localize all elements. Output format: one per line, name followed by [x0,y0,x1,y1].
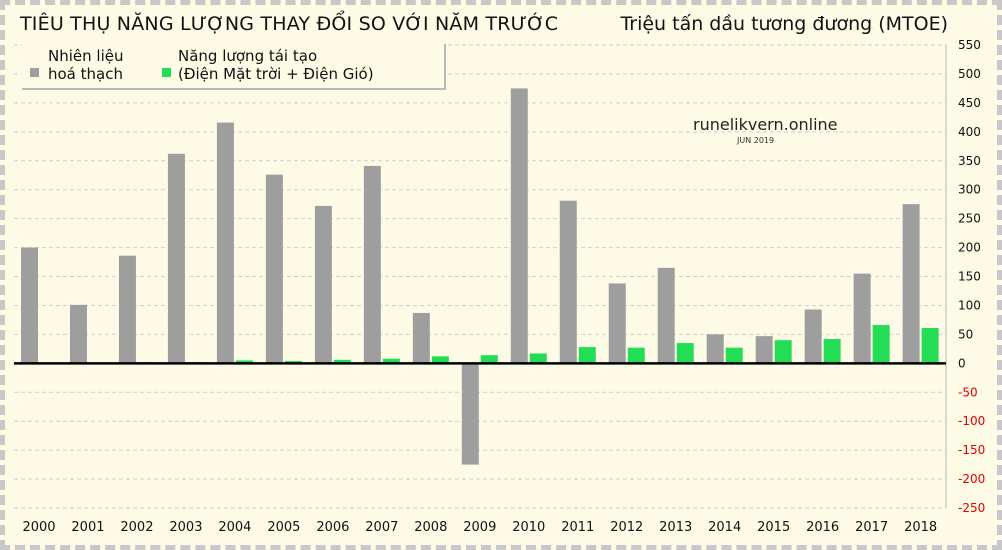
fossil-bar [265,174,283,364]
renewables-bar [872,325,890,364]
renewables-bar [578,347,596,364]
x-tick-label: 2007 [365,520,398,535]
renewables-bar [823,339,841,364]
renewables-bar [431,356,449,364]
x-tick-label: 2003 [169,520,202,535]
x-tick-label: 2000 [22,520,55,535]
fossil-bar [69,304,87,364]
fossil-legend-line2: hoá thạch [48,65,123,83]
renewables-bar [725,347,743,364]
y-tick-label: 100 [958,298,981,312]
watermark-site: runelikvern.online [693,115,838,134]
chart-title: TIÊU THỤ NĂNG LƯỢNG THAY ĐỔI SO VỚI NĂM … [20,13,559,35]
fossil-legend-line1: Nhiên liệu [48,47,124,65]
y-tick-label: 250 [958,212,981,226]
y-tick-label: 500 [958,67,981,81]
renewables-bar [774,340,792,364]
fossil-bar [706,334,724,364]
x-tick-label: 2016 [806,520,839,535]
fossil-bar [167,153,185,364]
x-tick-label: 2014 [708,520,741,535]
x-tick-label: 2002 [120,520,153,535]
renewables-bar [382,358,400,364]
renewables-bar [333,359,351,364]
fossil-bar [853,273,871,364]
fossil-bar [559,200,577,364]
y-tick-label: 150 [958,270,981,284]
legend: Nhiên liệu hoá thạch Năng lượng tái tạo … [22,44,446,90]
x-tick-label: 2018 [904,520,937,535]
fossil-bar [314,205,332,364]
fossil-bar [657,267,675,364]
fossil-bar [20,247,38,364]
y-tick-label: 550 [958,38,981,52]
y-tick-label: -250 [958,501,985,515]
y-tick-label: 200 [958,241,981,255]
x-tick-label: 2013 [659,520,692,535]
renewables-bar [921,328,939,364]
y-tick-label: -50 [958,385,978,399]
x-tick-label: 2006 [316,520,349,535]
renewables-bar [676,343,694,364]
renewables-bar [480,355,498,364]
x-tick-label: 2009 [463,520,496,535]
y-tick-label: 50 [958,327,973,341]
renewables-bar [627,347,645,364]
y-tick-label: 0 [958,356,966,370]
renew-legend-line2: (Điện Mặt trời + Điện Gió) [178,65,374,83]
fossil-bar [363,165,381,364]
fossil-bar [755,336,773,364]
x-tick-label: 2012 [610,520,643,535]
fossil-bar [902,204,920,364]
renewables-bar [235,360,253,364]
watermark-date: JUN 2019 [737,136,775,145]
x-tick-label: 2005 [267,520,300,535]
fossil-bar [118,255,136,364]
x-tick-label: 2001 [71,520,104,535]
y-tick-label: -200 [958,472,985,486]
unit-label: Triệu tấn dầu tương đương (MTOE) [620,13,948,35]
x-tick-label: 2011 [561,520,594,535]
y-tick-label: 400 [958,125,981,139]
x-tick-label: 2008 [414,520,447,535]
y-tick-label: 450 [958,96,981,110]
x-tick-label: 2004 [218,520,251,535]
fossil-legend-swatch [30,68,39,77]
renew-legend-swatch [162,68,171,77]
renewables-bar [529,353,547,364]
y-tick-label: 300 [958,183,981,197]
y-tick-label: -150 [958,443,985,457]
fossil-bar [216,122,234,364]
x-tick-label: 2015 [757,520,790,535]
fossil-bar [510,88,528,364]
renew-legend-line1: Năng lượng tái tạo [178,47,318,65]
fossil-bar [412,312,430,364]
y-tick-label: 350 [958,154,981,168]
fossil-bar [804,309,822,364]
x-tick-label: 2017 [855,520,888,535]
fossil-bar [461,363,479,465]
y-tick-label: -100 [958,414,985,428]
fossil-bar [608,283,626,364]
x-tick-label: 2010 [512,520,545,535]
